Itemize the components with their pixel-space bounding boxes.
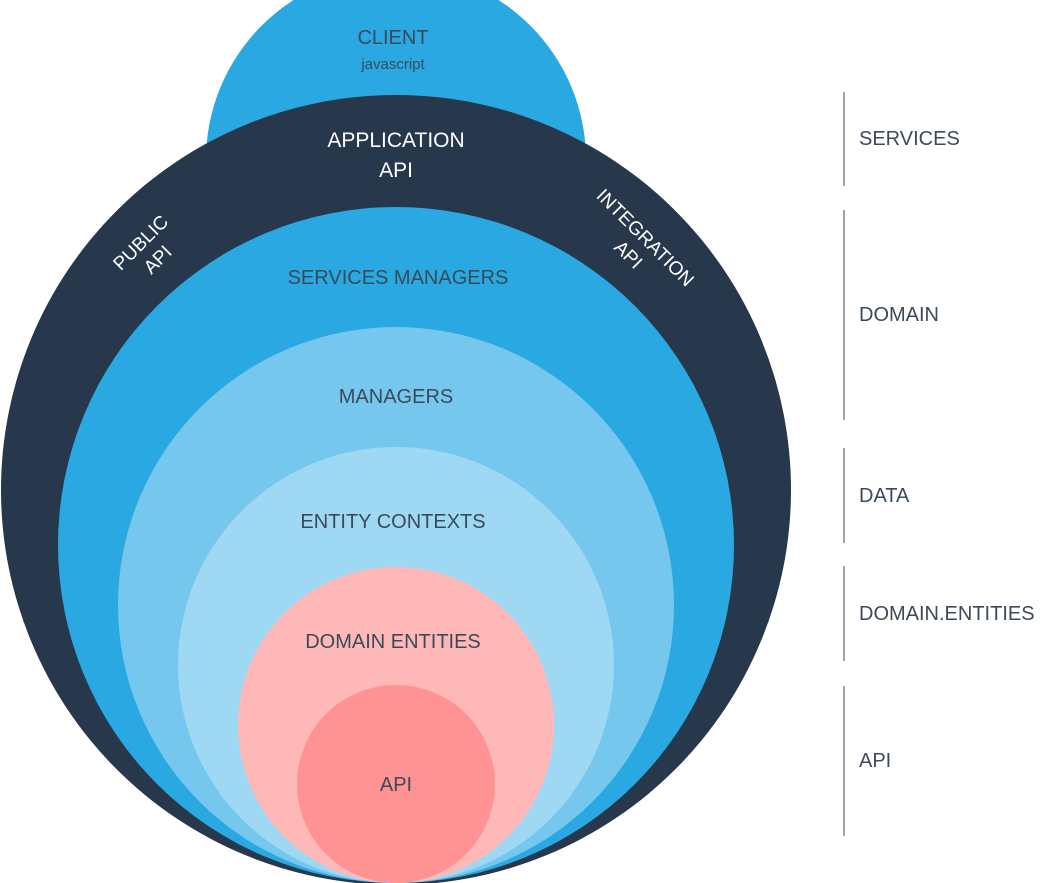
layer-label-api: API <box>859 750 891 772</box>
layer-legend: SERVICES DOMAIN DATA DOMAIN.ENTITIES API <box>843 92 1035 836</box>
layer-label-domain: DOMAIN <box>859 304 939 326</box>
managers-label: MANAGERS <box>339 386 453 408</box>
layer-label-services: SERVICES <box>859 128 960 150</box>
client-title: CLIENT <box>357 27 428 49</box>
api-core-label: API <box>380 774 412 796</box>
domain-entities-label: DOMAIN ENTITIES <box>305 631 481 653</box>
application-api-line1: APPLICATION <box>327 129 464 152</box>
application-api-line2: API <box>379 159 413 182</box>
api-core-circle <box>297 685 495 883</box>
entity-contexts-label: ENTITY CONTEXTS <box>300 511 485 533</box>
services-managers-label: SERVICES MANAGERS <box>288 267 509 289</box>
client-subtitle: javascript <box>360 56 425 73</box>
layer-label-data: DATA <box>859 485 910 507</box>
layer-label-domain-entities: DOMAIN.ENTITIES <box>859 603 1035 625</box>
